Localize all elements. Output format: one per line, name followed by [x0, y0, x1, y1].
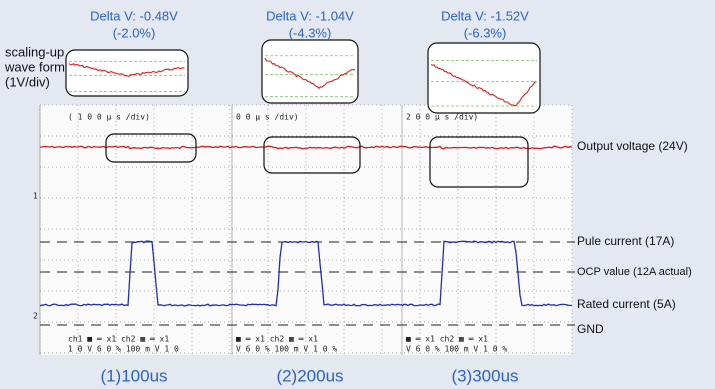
delta-label: Delta V: -1.04V	[266, 8, 354, 23]
percent-label: (-2.0%)	[113, 25, 156, 40]
scale-label: scaling-up	[5, 44, 64, 59]
timebase: 0 0 μ s /div)	[236, 113, 299, 122]
figure: Delta V: -0.48V (-2.0%) ( 1 0 0 μ s /div) c…	[0, 0, 715, 389]
timebase: ( 1 0 0 μ s /div)	[68, 113, 150, 122]
scale-label: wave form	[4, 59, 65, 74]
trace-label: OCP value (12A actual)	[577, 266, 692, 278]
trace-label: Pule current (17A)	[577, 234, 674, 248]
delta-label: Delta V: -1.52V	[441, 8, 529, 23]
scope-footer: ■ ═ x1 ch2 ▦ ═ x1	[406, 335, 488, 344]
scope-footer: ch1 ■ ═ x1 ch2 ▦ ═ x1	[68, 335, 169, 344]
delta-label: Delta V: -0.48V	[90, 8, 178, 23]
scope-footer: ■ ═ x1 ch2 ▦ ═ x1	[236, 335, 318, 344]
caption: (1)100us	[100, 366, 167, 385]
scope-footer: 1 0 V 6 0 % 100 m V 1 0	[68, 345, 179, 354]
channel-marker: 2	[33, 312, 38, 321]
trace-label: GND	[577, 322, 604, 336]
trace-label: Rated current (5A)	[577, 297, 676, 311]
scale-label: (1V/div)	[5, 74, 50, 89]
timebase: 2 0 0 μ s /div)	[406, 113, 478, 122]
zoom-inset	[428, 43, 540, 113]
percent-label: (-4.3%)	[289, 25, 332, 40]
scope-footer: V 6 0 % 100 m V 1 0 %	[236, 345, 337, 354]
scope-footer: V 6 0 % 100 m V 1 0 %	[406, 345, 507, 354]
channel-marker: 1	[33, 192, 38, 201]
caption: (2)200us	[276, 366, 343, 385]
zoom-inset	[66, 50, 188, 96]
percent-label: (-6.3%)	[464, 25, 507, 40]
trace-label: Output voltage (24V)	[577, 139, 688, 153]
caption: (3)300us	[451, 366, 518, 385]
zoom-inset	[262, 40, 358, 103]
